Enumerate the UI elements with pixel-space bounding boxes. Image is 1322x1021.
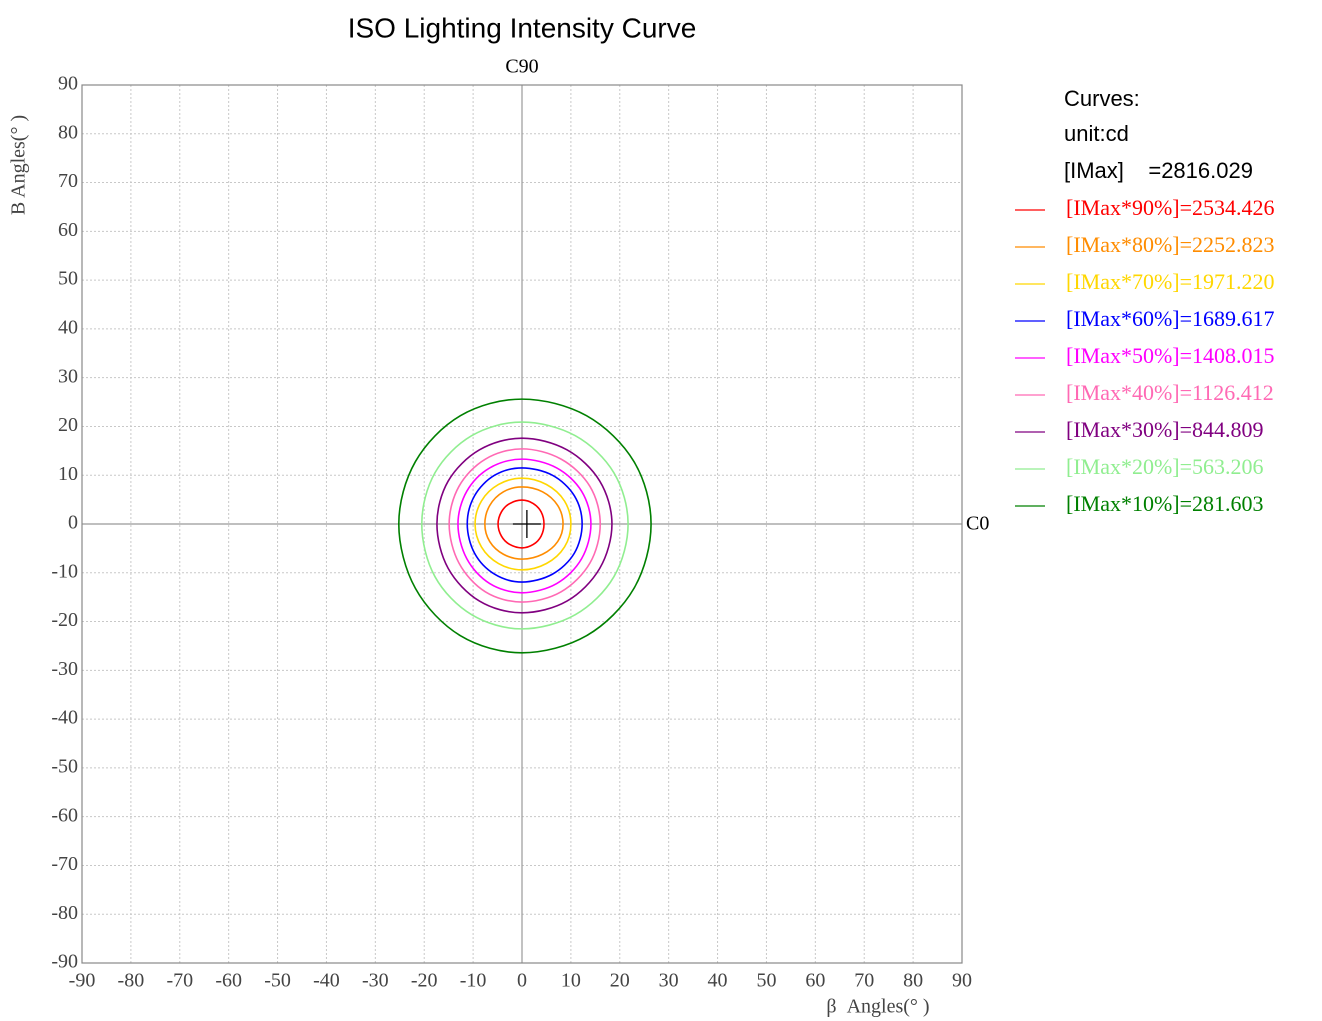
- legend-title: Curves:: [1064, 86, 1140, 111]
- y-tick-label: -50: [51, 755, 78, 777]
- contour-line: [397, 398, 652, 654]
- x-tick-label: 20: [610, 970, 630, 992]
- y-tick-label: 40: [58, 316, 78, 338]
- y-tick-label: -80: [51, 902, 78, 924]
- x-tick-label: 30: [659, 970, 679, 992]
- plot-frame: [81, 84, 963, 964]
- y-tick-label: -40: [51, 707, 78, 729]
- x-tick-label: 90: [952, 970, 972, 992]
- y-tick-label: -30: [51, 658, 78, 680]
- contour-line: [497, 499, 545, 549]
- contour-line: [474, 477, 572, 571]
- contour-line: [466, 467, 583, 583]
- contour-line: [457, 458, 592, 594]
- x-tick-label: -10: [460, 970, 487, 992]
- x-tick-label: 0: [517, 970, 527, 992]
- y-axis-label: B Angles(° ): [8, 115, 30, 215]
- y-tick-label: 80: [58, 121, 78, 143]
- x-axis-label: β Angles(° ): [826, 996, 929, 1018]
- contour-line: [420, 421, 629, 630]
- y-tick-label: -10: [51, 560, 78, 582]
- x-tick-label: -30: [362, 970, 389, 992]
- legend-label: [IMax*30%]=844.809: [1066, 417, 1264, 442]
- y-tick-label: 60: [58, 219, 78, 241]
- x-tick-label: -50: [264, 970, 291, 992]
- legend-unit: unit:cd: [1064, 121, 1129, 146]
- y-tick-label: 10: [58, 463, 78, 485]
- x-tick-label: -40: [313, 970, 340, 992]
- contour-line: [484, 486, 564, 560]
- legend-label: [IMax*20%]=563.206: [1066, 454, 1264, 479]
- top-label: C90: [505, 56, 538, 78]
- y-tick-label: 0: [68, 512, 78, 534]
- legend-label: [IMax*10%]=281.603: [1066, 491, 1264, 516]
- legend-label: [IMax*60%]=1689.617: [1066, 306, 1275, 331]
- x-tick-label: 80: [903, 970, 923, 992]
- x-tick-label: 50: [756, 970, 776, 992]
- legend-imax: [IMax] =2816.029: [1064, 158, 1253, 183]
- x-tick-label: -70: [166, 970, 193, 992]
- legend-label: [IMax*90%]=2534.426: [1066, 195, 1275, 220]
- y-tick-label: -60: [51, 804, 78, 826]
- legend-label: [IMax*80%]=2252.823: [1066, 232, 1275, 257]
- y-tick-label: -20: [51, 609, 78, 631]
- y-tick-label: -90: [51, 951, 78, 973]
- legend-label: [IMax*70%]=1971.220: [1066, 269, 1275, 294]
- x-tick-label: -20: [411, 970, 438, 992]
- chart-title: ISO Lighting Intensity Curve: [348, 12, 697, 43]
- y-tick-label: 90: [58, 73, 78, 95]
- x-tick-label: -90: [69, 970, 96, 992]
- x-tick-label: 40: [708, 970, 728, 992]
- y-tick-label: 20: [58, 414, 78, 436]
- center-mark: [512, 510, 541, 538]
- contour-line: [436, 437, 613, 614]
- x-tick-label: -60: [215, 970, 242, 992]
- contour-line: [448, 448, 602, 603]
- y-tick-label: 30: [58, 365, 78, 387]
- x-tick-label: -80: [118, 970, 145, 992]
- y-tick-label: -70: [51, 853, 78, 875]
- x-tick-label: 60: [805, 970, 825, 992]
- x-tick-label: 70: [854, 970, 874, 992]
- legend-label: [IMax*40%]=1126.412: [1066, 380, 1274, 405]
- y-tick-label: 50: [58, 268, 78, 290]
- x-tick-label: 10: [561, 970, 581, 992]
- legend-label: [IMax*50%]=1408.015: [1066, 343, 1275, 368]
- right-label: C0: [966, 513, 989, 535]
- y-tick-label: 70: [58, 170, 78, 192]
